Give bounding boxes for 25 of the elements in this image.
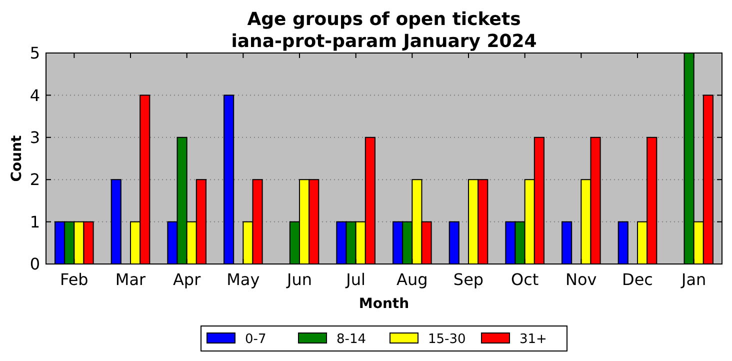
legend-label: 31+ — [520, 332, 547, 347]
x-tick-label: Mar — [115, 270, 146, 289]
legend-label: 15-30 — [428, 332, 466, 347]
x-tick-label: May — [226, 270, 260, 289]
y-tick-label: 3 — [30, 128, 40, 147]
x-tick-label: Jun — [286, 270, 312, 289]
legend-label: 0-7 — [245, 332, 266, 347]
x-tick-label: Jan — [680, 270, 706, 289]
x-tick-label: Jul — [345, 270, 366, 289]
x-tick-label: Aug — [396, 270, 428, 289]
x-tick-label: Apr — [172, 270, 202, 289]
x-tick-label: Feb — [60, 270, 88, 289]
legend-label: 8-14 — [336, 332, 366, 347]
x-tick-label: Sep — [453, 270, 484, 289]
chart-title: Age groups of open tickets iana-prot-param January 2024 — [231, 9, 537, 52]
y-tick-label: 5 — [30, 44, 40, 63]
y-tick-label: 1 — [30, 212, 40, 232]
y-axis-title: Count — [9, 134, 25, 182]
x-axis-title: Month — [358, 296, 410, 312]
x-tick-label: Oct — [510, 270, 539, 289]
y-tick-label: 2 — [30, 170, 40, 190]
x-tick-label: Nov — [566, 270, 597, 289]
y-tick-label: 4 — [30, 86, 40, 105]
y-tick-label: 0 — [30, 254, 40, 274]
x-tick-label: Dec — [622, 270, 653, 289]
